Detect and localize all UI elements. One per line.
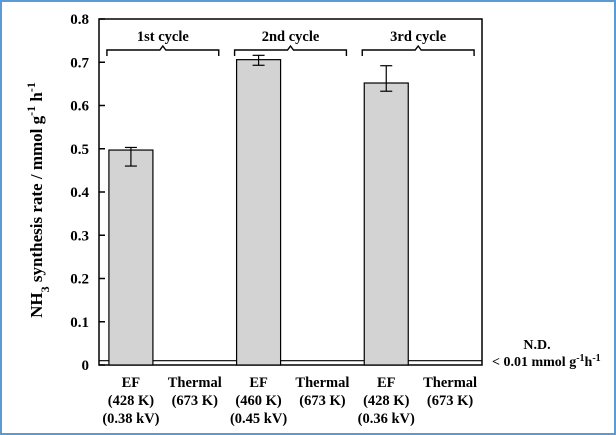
x-category-label: (428 K) — [363, 393, 409, 409]
bar — [363, 82, 409, 366]
x-category-label: (460 K) — [235, 393, 281, 409]
x-category-label: (673 K) — [172, 393, 218, 409]
cycle-label: 3rd cycle — [390, 29, 447, 45]
y-tick-label: 0.4 — [70, 185, 89, 201]
nd-label: N.D. — [523, 338, 550, 353]
y-tick-label: 0.8 — [70, 12, 89, 28]
y-tick-label: 0.2 — [70, 272, 89, 288]
y-tick-label: 0.1 — [70, 315, 89, 331]
bar — [235, 59, 282, 366]
y-axis-label: NH3 synthesis rate / mmol g-1 h-1 — [24, 82, 52, 318]
y-tick-label: 0.6 — [70, 99, 89, 115]
x-category-label: (428 K) — [108, 393, 154, 409]
y-tick-label: 0.7 — [70, 55, 89, 71]
y-tick-label: 0 — [82, 358, 90, 374]
x-category-label: EF — [377, 375, 396, 391]
x-category-label: Thermal — [423, 375, 477, 391]
x-category-label: (673 K) — [299, 393, 345, 409]
plot-border — [98, 18, 483, 366]
x-category-label: Thermal — [295, 375, 349, 391]
detection-limit-label: < 0.01 mmol g-1h-1 — [492, 353, 601, 371]
y-tick-label: 0.5 — [70, 142, 89, 158]
bar — [108, 149, 154, 366]
x-category-label: EF — [249, 375, 268, 391]
cycle-bracket — [233, 44, 348, 56]
cycle-label: 2nd cycle — [262, 29, 320, 45]
x-category-label: (673 K) — [427, 393, 473, 409]
x-category-label: Thermal — [168, 375, 222, 391]
x-category-label: EF — [122, 375, 141, 391]
y-tick-label: 0.3 — [70, 228, 89, 244]
cycle-bracket — [106, 44, 220, 56]
x-category-label: (0.45 kV) — [230, 411, 287, 427]
cycle-label: 1st cycle — [137, 29, 189, 45]
cycle-bracket — [361, 44, 475, 56]
x-category-label: (0.38 kV) — [102, 411, 159, 427]
x-category-label: (0.36 kV) — [358, 411, 415, 427]
